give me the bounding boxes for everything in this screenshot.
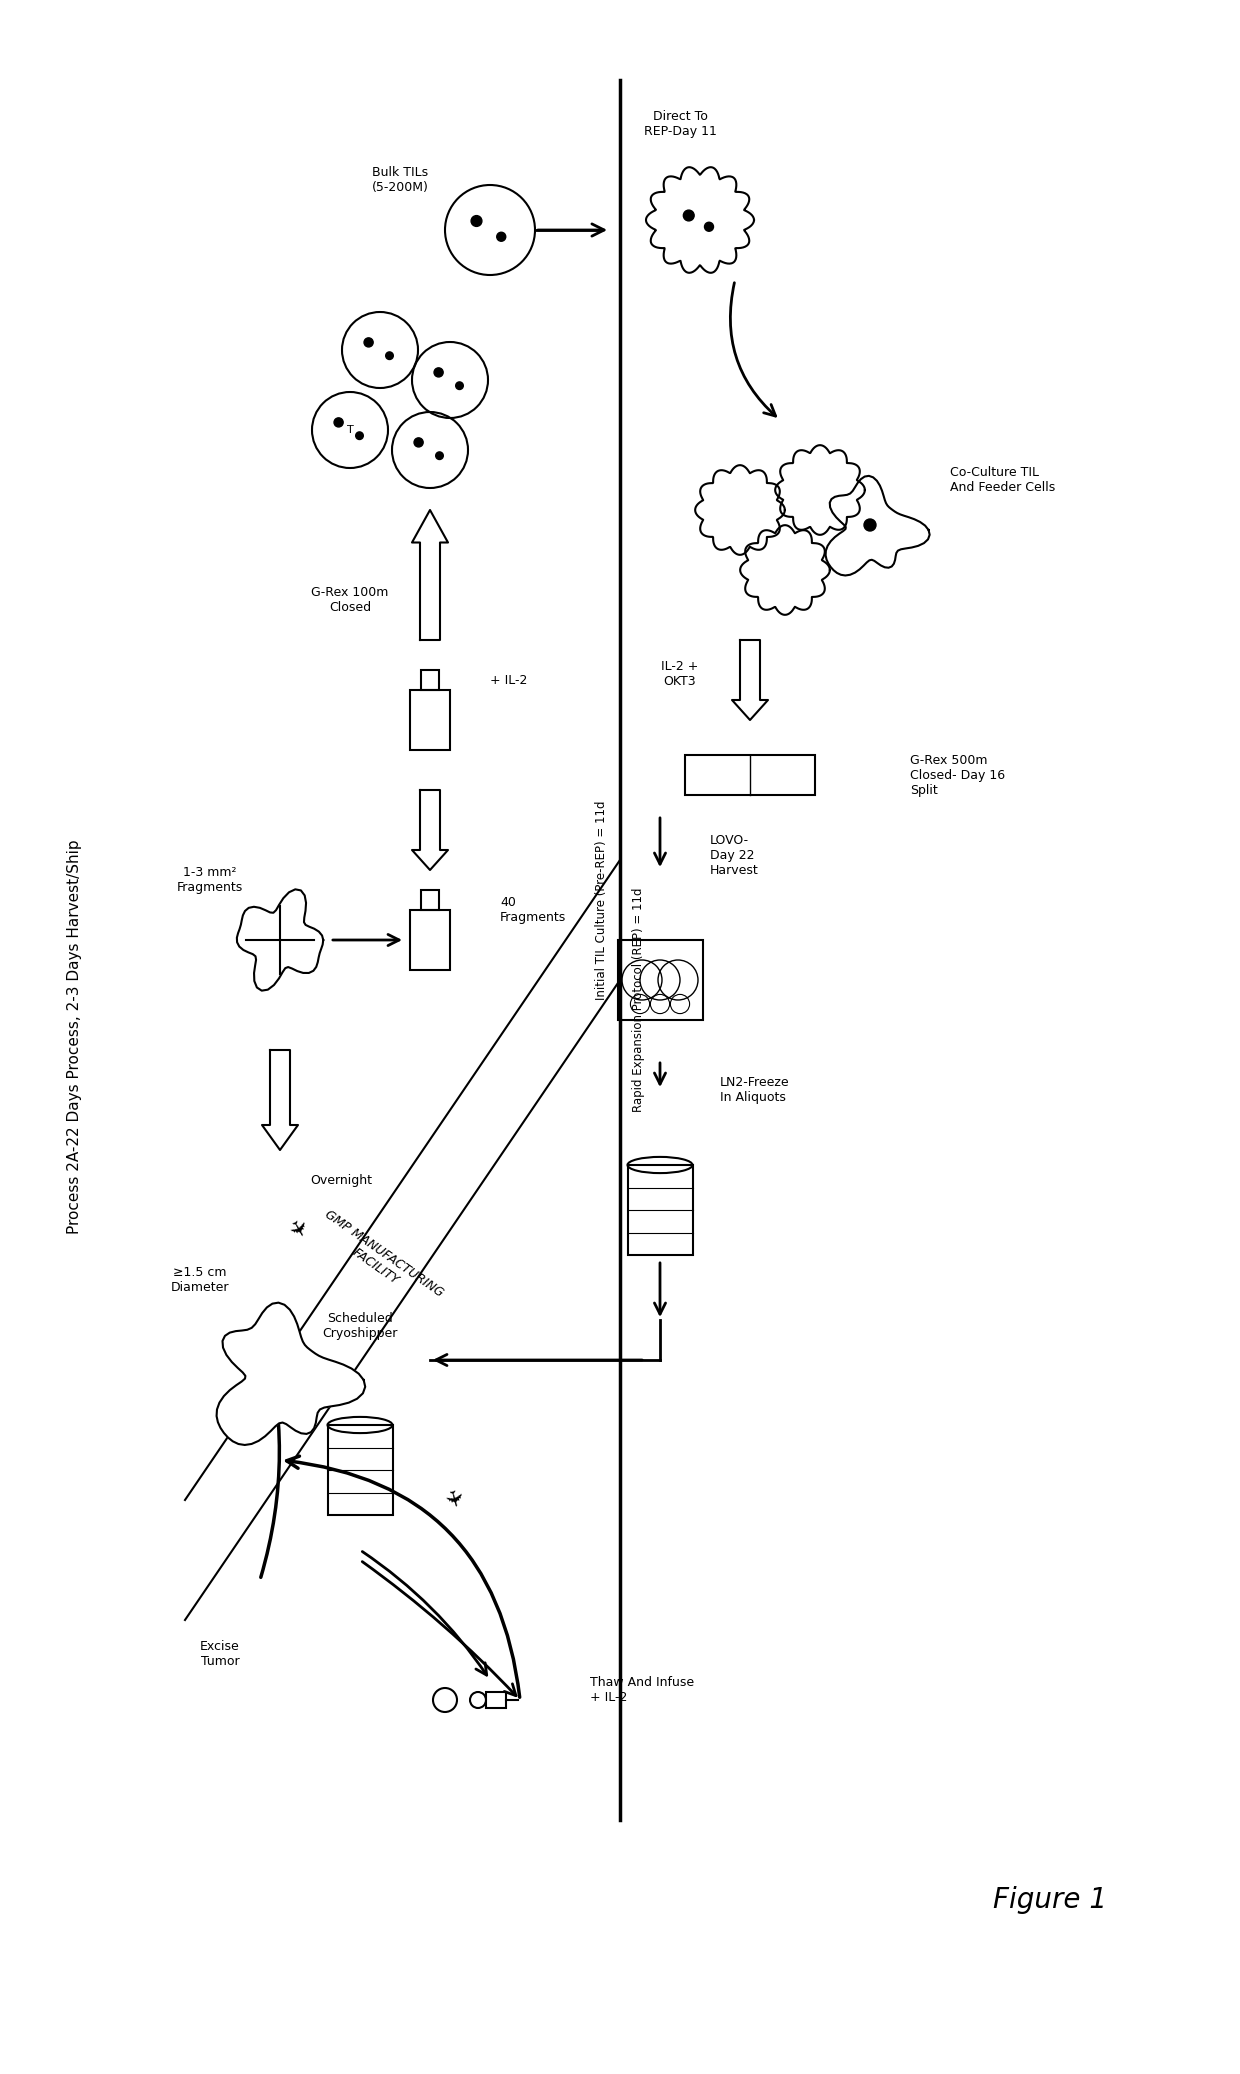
Circle shape [683,209,694,222]
Bar [627,1166,692,1255]
Text: + IL-2: + IL-2 [490,674,527,686]
Circle shape [435,452,444,460]
Circle shape [414,438,423,448]
Text: LOVO-
Day 22
Harvest: LOVO- Day 22 Harvest [711,834,759,877]
Polygon shape [775,446,864,535]
Circle shape [356,431,363,440]
Circle shape [365,338,373,346]
Circle shape [334,417,343,427]
Polygon shape [732,641,768,720]
Text: Excise
Tumor: Excise Tumor [200,1641,239,1667]
Text: Scheduled
Cryoshipper: Scheduled Cryoshipper [322,1313,398,1340]
Bar [422,670,439,691]
Bar [410,691,450,751]
Polygon shape [237,890,324,991]
Text: ✈: ✈ [438,1489,463,1512]
Circle shape [434,367,443,377]
Text: Co-Culture TIL
And Feeder Cells: Co-Culture TIL And Feeder Cells [950,467,1055,494]
Text: G-Rex 100m
Closed: G-Rex 100m Closed [311,587,388,614]
Circle shape [471,216,482,226]
Text: Thaw And Infuse
+ IL-2: Thaw And Infuse + IL-2 [590,1676,694,1705]
Circle shape [497,232,506,241]
Polygon shape [740,525,830,614]
Bar [684,755,815,794]
Text: ✈: ✈ [281,1217,309,1242]
Text: Rapid Expansion Protocol (REP) = 11d: Rapid Expansion Protocol (REP) = 11d [632,888,645,1112]
Circle shape [386,353,393,359]
Text: IL-2 +
OKT3: IL-2 + OKT3 [661,660,698,689]
Polygon shape [217,1302,366,1446]
Polygon shape [412,510,448,641]
Bar [410,910,450,971]
Text: 1-3 mm²
Fragments: 1-3 mm² Fragments [177,867,243,894]
Text: 40
Fragments: 40 Fragments [500,896,567,925]
Text: Initial TIL Culture (Pre-REP) = 11d: Initial TIL Culture (Pre-REP) = 11d [595,801,608,1000]
Circle shape [704,222,713,230]
Polygon shape [412,790,448,869]
Bar [422,890,439,910]
Text: T: T [347,425,353,436]
Text: LN2-Freeze
In Aliquots: LN2-Freeze In Aliquots [720,1076,790,1103]
Bar [618,940,703,1020]
Text: G-Rex 500m
Closed- Day 16
Split: G-Rex 500m Closed- Day 16 Split [910,753,1006,796]
Text: Bulk TILs
(5-200M): Bulk TILs (5-200M) [372,166,429,195]
Text: ≥1.5 cm
Diameter: ≥1.5 cm Diameter [171,1265,229,1294]
Circle shape [864,518,875,531]
Text: Overnight: Overnight [310,1174,372,1186]
Text: GMP MANUFACTURING
FACILITY: GMP MANUFACTURING FACILITY [314,1207,446,1313]
Text: Process 2A-22 Days Process, 2-3 Days Harvest/Ship: Process 2A-22 Days Process, 2-3 Days Har… [67,840,83,1234]
Polygon shape [262,1049,298,1149]
Circle shape [456,382,464,390]
Text: Figure 1: Figure 1 [993,1885,1107,1914]
Bar [327,1425,393,1514]
Bar [486,1692,506,1709]
Text: Direct To
REP-Day 11: Direct To REP-Day 11 [644,110,717,139]
Polygon shape [646,168,754,274]
Polygon shape [826,475,930,574]
Polygon shape [696,465,785,556]
